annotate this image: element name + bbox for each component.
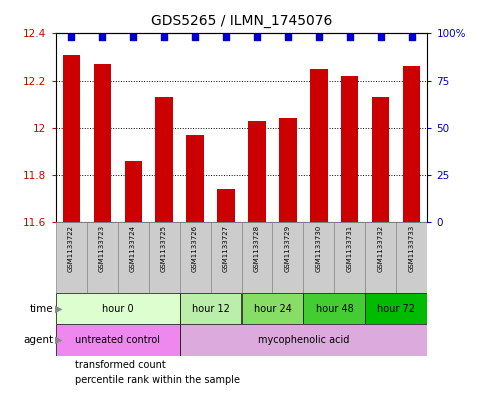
Bar [397, 222, 427, 293]
Bar [403, 66, 421, 222]
Point [129, 34, 137, 40]
Point [346, 34, 354, 40]
Bar [180, 324, 427, 356]
Bar [180, 222, 211, 293]
Text: GSM1133730: GSM1133730 [316, 225, 322, 272]
Bar [341, 76, 358, 222]
Bar [56, 324, 180, 356]
Bar [211, 222, 242, 293]
Bar [94, 64, 111, 222]
Bar [372, 97, 389, 222]
Text: time: time [29, 303, 53, 314]
Bar [62, 55, 80, 222]
Text: hour 48: hour 48 [315, 303, 354, 314]
Text: hour 72: hour 72 [377, 303, 415, 314]
Text: GSM1133724: GSM1133724 [130, 225, 136, 272]
Text: GSM1133731: GSM1133731 [347, 225, 353, 272]
Text: hour 12: hour 12 [192, 303, 229, 314]
Bar [366, 293, 427, 324]
Bar [117, 222, 149, 293]
Text: hour 0: hour 0 [102, 303, 133, 314]
Text: ▶: ▶ [55, 335, 62, 345]
Text: GSM1133722: GSM1133722 [68, 225, 74, 272]
Bar [303, 293, 366, 324]
Text: GSM1133725: GSM1133725 [161, 225, 167, 272]
Text: GSM1133726: GSM1133726 [192, 225, 198, 272]
Bar [242, 293, 303, 324]
Text: ▶: ▶ [55, 303, 62, 314]
Bar [56, 222, 86, 293]
Text: GSM1133733: GSM1133733 [409, 225, 415, 272]
Text: GSM1133732: GSM1133732 [378, 225, 384, 272]
Point [253, 34, 261, 40]
Text: GSM1133729: GSM1133729 [285, 225, 291, 272]
Bar [149, 222, 180, 293]
Point [98, 34, 106, 40]
Text: mycophenolic acid: mycophenolic acid [258, 335, 349, 345]
Point [315, 34, 323, 40]
Point [408, 34, 416, 40]
Text: GSM1133728: GSM1133728 [254, 225, 260, 272]
Bar [56, 293, 180, 324]
Bar [272, 222, 303, 293]
Bar [217, 189, 235, 222]
Bar [311, 69, 327, 222]
Text: GSM1133723: GSM1133723 [99, 225, 105, 272]
Bar [334, 222, 366, 293]
Point [284, 34, 292, 40]
Point [191, 34, 199, 40]
Bar [242, 222, 272, 293]
Bar [156, 97, 172, 222]
Bar [248, 121, 266, 222]
Bar [86, 222, 117, 293]
Bar [186, 135, 203, 222]
Bar [303, 222, 334, 293]
Bar [280, 118, 297, 222]
Bar [125, 161, 142, 222]
Text: percentile rank within the sample: percentile rank within the sample [75, 375, 240, 385]
Point [222, 34, 230, 40]
Bar [180, 293, 242, 324]
Bar [366, 222, 397, 293]
Point [377, 34, 385, 40]
Text: agent: agent [23, 335, 53, 345]
Text: GSM1133727: GSM1133727 [223, 225, 229, 272]
Text: untreated control: untreated control [75, 335, 160, 345]
Text: GDS5265 / ILMN_1745076: GDS5265 / ILMN_1745076 [151, 14, 332, 28]
Point [160, 34, 168, 40]
Text: transformed count: transformed count [75, 360, 166, 369]
Point [67, 34, 75, 40]
Text: hour 24: hour 24 [254, 303, 291, 314]
